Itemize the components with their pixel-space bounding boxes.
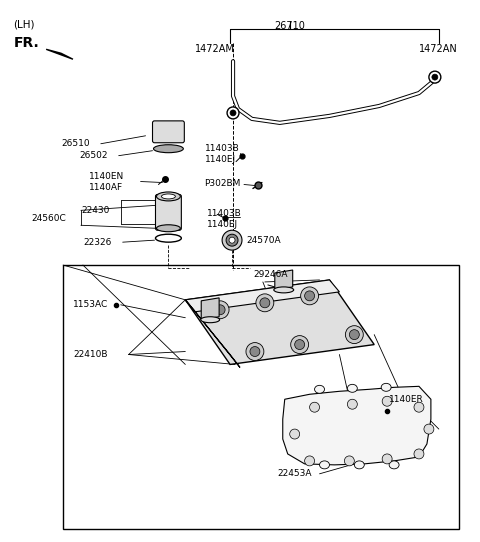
- Polygon shape: [275, 270, 293, 290]
- Circle shape: [246, 343, 264, 360]
- Ellipse shape: [389, 461, 399, 469]
- Circle shape: [291, 335, 309, 353]
- Ellipse shape: [156, 192, 180, 201]
- Bar: [63, 265, 459, 528]
- Text: FR.: FR.: [13, 36, 39, 50]
- Circle shape: [227, 107, 239, 119]
- Text: 22410B: 22410B: [73, 350, 108, 359]
- Circle shape: [432, 74, 438, 80]
- Polygon shape: [185, 280, 374, 364]
- Text: 1153AC: 1153AC: [73, 300, 108, 309]
- Text: 26502: 26502: [79, 151, 108, 160]
- Circle shape: [424, 424, 434, 434]
- Text: 1140EJ: 1140EJ: [205, 155, 236, 164]
- Circle shape: [260, 298, 270, 308]
- Ellipse shape: [274, 287, 294, 293]
- Text: P302BM: P302BM: [204, 179, 240, 188]
- Ellipse shape: [314, 385, 324, 393]
- Text: (LH): (LH): [13, 20, 35, 29]
- FancyBboxPatch shape: [156, 195, 181, 230]
- Circle shape: [382, 396, 392, 406]
- Circle shape: [215, 305, 225, 315]
- Polygon shape: [185, 300, 240, 367]
- Circle shape: [429, 71, 441, 83]
- Circle shape: [300, 287, 319, 305]
- Circle shape: [250, 346, 260, 357]
- Circle shape: [226, 234, 238, 246]
- Text: 22453A: 22453A: [278, 469, 312, 479]
- Text: 1472AN: 1472AN: [419, 44, 458, 54]
- Polygon shape: [185, 280, 339, 312]
- Polygon shape: [201, 298, 219, 320]
- Circle shape: [349, 330, 360, 340]
- Circle shape: [230, 110, 236, 116]
- Text: 1140EJ: 1140EJ: [207, 220, 238, 229]
- Polygon shape: [283, 386, 431, 465]
- Text: 24560C: 24560C: [31, 214, 66, 223]
- Circle shape: [222, 230, 242, 250]
- Text: 29246A: 29246A: [253, 270, 288, 280]
- Circle shape: [344, 456, 354, 466]
- Circle shape: [295, 340, 305, 350]
- Circle shape: [348, 399, 357, 409]
- Ellipse shape: [354, 461, 364, 469]
- Circle shape: [382, 454, 392, 464]
- Circle shape: [305, 456, 314, 466]
- Text: 1140AF: 1140AF: [89, 183, 123, 192]
- Text: 11403B: 11403B: [205, 144, 240, 153]
- Text: 22326: 22326: [83, 238, 111, 247]
- Circle shape: [414, 449, 424, 459]
- Text: 26710: 26710: [274, 22, 305, 31]
- FancyBboxPatch shape: [153, 121, 184, 143]
- Ellipse shape: [156, 234, 181, 242]
- Circle shape: [229, 237, 235, 243]
- Polygon shape: [46, 49, 73, 59]
- Circle shape: [290, 429, 300, 439]
- Ellipse shape: [161, 194, 175, 199]
- Text: 1140ER: 1140ER: [389, 395, 424, 404]
- Circle shape: [310, 402, 320, 412]
- Circle shape: [346, 326, 363, 344]
- Ellipse shape: [154, 145, 183, 153]
- Circle shape: [256, 294, 274, 312]
- Text: 24570A: 24570A: [246, 236, 281, 244]
- Ellipse shape: [201, 317, 220, 322]
- Text: 1140EN: 1140EN: [89, 172, 124, 181]
- Text: 26510: 26510: [61, 139, 90, 149]
- Text: 11403B: 11403B: [207, 209, 242, 218]
- Text: 1472AM: 1472AM: [195, 44, 235, 54]
- Ellipse shape: [381, 383, 391, 391]
- Text: 22430: 22430: [81, 206, 109, 215]
- Ellipse shape: [320, 461, 329, 469]
- Ellipse shape: [156, 225, 180, 232]
- Circle shape: [305, 291, 314, 301]
- Ellipse shape: [348, 384, 357, 392]
- Circle shape: [211, 301, 229, 319]
- Circle shape: [414, 402, 424, 412]
